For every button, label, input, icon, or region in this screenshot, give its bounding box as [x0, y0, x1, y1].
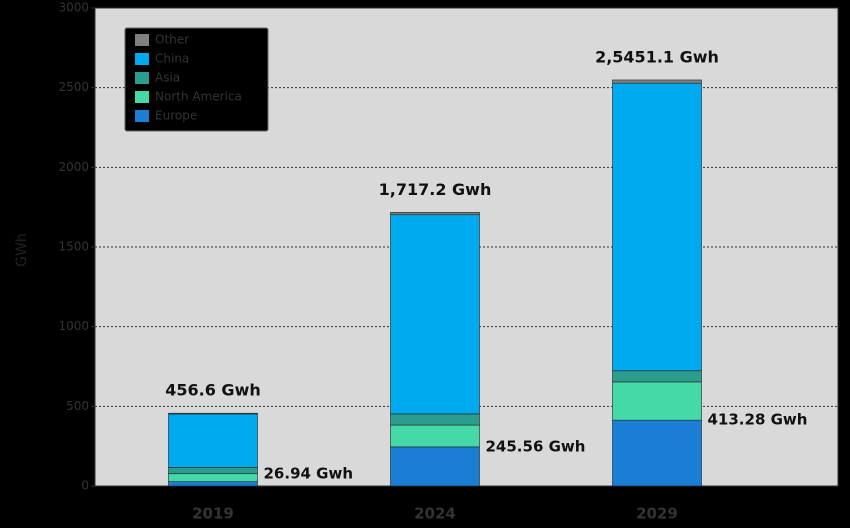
x-tick-label: 2019	[192, 505, 234, 523]
x-tick-label: 2029	[636, 505, 678, 523]
y-tick-label: 2000	[58, 160, 89, 174]
bar-segment	[390, 212, 480, 216]
y-tick-label: 1500	[58, 240, 89, 254]
bar-segment	[612, 381, 702, 421]
value-label: 245.56 Gwh	[486, 437, 586, 455]
bar-segment	[390, 424, 480, 448]
bar-segment	[612, 370, 702, 383]
legend-label: Europe	[155, 109, 197, 123]
legend-label: China	[155, 52, 189, 66]
y-axis-label: GWh	[14, 233, 30, 267]
legend-swatch	[135, 53, 149, 65]
legend-swatch	[135, 34, 149, 46]
legend-label: Other	[155, 33, 189, 47]
bar-segment	[612, 82, 702, 372]
y-tick-label: 1000	[58, 319, 89, 333]
legend-swatch	[135, 110, 149, 122]
bar-segment	[168, 473, 258, 483]
y-tick-label: 2500	[58, 80, 89, 94]
total-label: 2,5451.1 Gwh	[595, 47, 719, 66]
bar-segment	[168, 413, 258, 468]
bar-segment	[390, 214, 480, 415]
value-label: 26.94 Gwh	[264, 465, 354, 483]
bar-segment	[612, 79, 702, 84]
y-tick-label: 0	[81, 479, 89, 493]
bar-segment	[390, 413, 480, 426]
bar-segment	[168, 481, 258, 487]
value-label: 413.28 Gwh	[708, 411, 808, 429]
legend-label: Asia	[155, 71, 180, 85]
bar-segment	[168, 412, 258, 415]
legend-swatch	[135, 91, 149, 103]
bar-segment	[390, 446, 480, 487]
y-tick-label: 500	[66, 399, 89, 413]
bar-segment	[612, 419, 702, 487]
total-label: 456.6 Gwh	[165, 381, 260, 400]
legend: Other China Asia North America Europe	[124, 27, 269, 132]
legend-swatch	[135, 72, 149, 84]
bar-segment	[168, 467, 258, 475]
total-label: 1,717.2 Gwh	[379, 180, 492, 199]
y-tick-label: 3000	[58, 1, 89, 15]
legend-box	[124, 27, 269, 132]
x-tick-label: 2024	[414, 505, 456, 523]
legend-label: North America	[155, 90, 242, 104]
